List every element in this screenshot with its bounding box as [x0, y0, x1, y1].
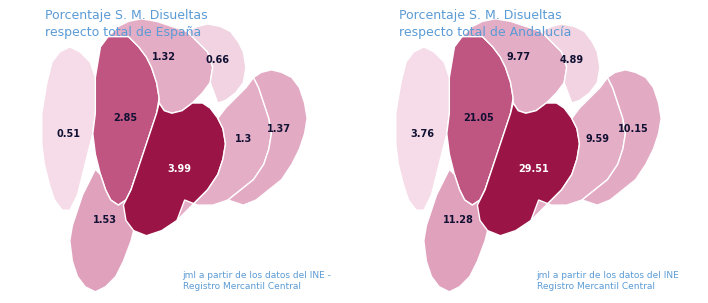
Polygon shape — [187, 24, 246, 103]
Polygon shape — [93, 32, 159, 205]
Text: 4.89: 4.89 — [560, 55, 584, 65]
Polygon shape — [108, 19, 212, 113]
Polygon shape — [477, 103, 579, 236]
Polygon shape — [228, 70, 307, 205]
Polygon shape — [177, 78, 271, 220]
Polygon shape — [462, 19, 566, 113]
Text: 1.3: 1.3 — [235, 134, 252, 144]
Polygon shape — [531, 78, 625, 220]
Text: jml a partir de los datos del INE -
Registro Mercantil Central: jml a partir de los datos del INE - Regi… — [183, 271, 331, 291]
Polygon shape — [582, 70, 661, 205]
Polygon shape — [42, 47, 98, 210]
Text: 29.51: 29.51 — [518, 164, 549, 174]
Text: 2.85: 2.85 — [113, 113, 137, 123]
Text: 9.59: 9.59 — [586, 134, 610, 144]
Polygon shape — [541, 24, 600, 103]
Text: 11.28: 11.28 — [443, 215, 474, 225]
Polygon shape — [447, 32, 513, 205]
Text: 21.05: 21.05 — [464, 113, 494, 123]
Text: 0.51: 0.51 — [57, 129, 81, 139]
Polygon shape — [123, 103, 225, 236]
Text: Porcentaje S. M. Disueltas
respecto total de España: Porcentaje S. M. Disueltas respecto tota… — [45, 9, 207, 39]
Text: 9.77: 9.77 — [506, 52, 530, 62]
Text: 3.99: 3.99 — [168, 164, 192, 174]
Text: 0.66: 0.66 — [206, 55, 230, 65]
Text: 1.53: 1.53 — [93, 215, 117, 225]
Text: jml a partir de los datos del INE
Registro Mercantil Central: jml a partir de los datos del INE Regist… — [537, 271, 679, 291]
Polygon shape — [396, 47, 452, 210]
Polygon shape — [424, 169, 493, 292]
Polygon shape — [70, 169, 139, 292]
Text: 1.37: 1.37 — [267, 124, 291, 134]
Text: 3.76: 3.76 — [411, 129, 435, 139]
Text: 1.32: 1.32 — [152, 52, 176, 62]
Text: Porcentaje S. M. Disueltas
respecto total de Andalucía: Porcentaje S. M. Disueltas respecto tota… — [399, 9, 571, 39]
Text: 10.15: 10.15 — [617, 124, 649, 134]
